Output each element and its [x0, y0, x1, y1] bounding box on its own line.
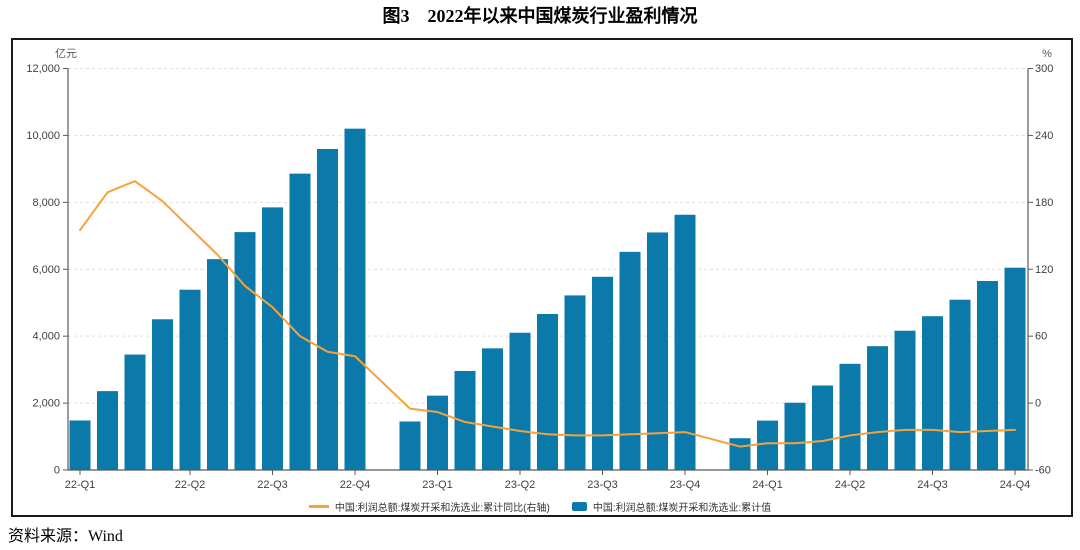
bar-2023-09 — [592, 276, 613, 470]
bar-2023-03 — [427, 395, 448, 470]
bar-2024-05 — [812, 385, 833, 470]
y-axis-label-left: 10,000 — [26, 130, 60, 142]
bar-2023-12 — [674, 214, 696, 470]
source-note: 资料来源：Wind — [8, 528, 123, 545]
bar-2022-04 — [124, 354, 146, 470]
bar-2022-03 — [97, 391, 118, 470]
x-axis-label: 22-Q3 — [257, 479, 288, 491]
y-axis-label-left: 8,000 — [32, 197, 60, 209]
bar-2024-06 — [839, 363, 861, 470]
bar-2022-08 — [234, 232, 256, 470]
x-axis-label: 23-Q3 — [587, 479, 618, 491]
y-axis-label-left: 12,000 — [26, 63, 60, 75]
x-axis-label: 24-Q2 — [835, 479, 866, 491]
y-axis-label-right: 120 — [1035, 264, 1053, 276]
x-axis-label: 23-Q4 — [670, 479, 701, 491]
bar-2022-06 — [179, 289, 201, 470]
left-axis-unit-label: 亿元 — [55, 47, 77, 60]
y-axis-label-left: 4,000 — [32, 331, 60, 343]
y-axis-label-right: 180 — [1035, 197, 1053, 209]
bar-2023-10 — [619, 251, 641, 470]
legend-item-yoy-line: 中国:利润总额:煤炭开采和洗选业:累计同比(右轴) — [308, 499, 550, 514]
y-axis-label-right: 0 — [1035, 398, 1041, 410]
bar-2022-05 — [152, 319, 173, 470]
x-axis-label: 22-Q2 — [175, 479, 206, 491]
x-axis-label: 22-Q1 — [65, 479, 96, 491]
bar-2023-02 — [399, 421, 421, 470]
bar-2024-03 — [757, 420, 778, 470]
x-axis-label: 24-Q3 — [917, 479, 948, 491]
bar-2022-10 — [289, 173, 311, 470]
bar-2022-11 — [317, 149, 338, 471]
bar-2023-05 — [482, 348, 503, 470]
y-axis-label-left: 0 — [54, 465, 60, 477]
bar-2024-11 — [977, 281, 998, 470]
bar-2024-07 — [867, 346, 888, 470]
bar-2023-11 — [647, 232, 668, 470]
bar-2022-07 — [207, 259, 228, 470]
bar-2022-09 — [262, 207, 283, 470]
bar-2022-12 — [344, 128, 366, 470]
x-axis-label: 22-Q4 — [340, 479, 371, 491]
bar-2024-02 — [729, 438, 751, 470]
bar-2022-02 — [69, 420, 91, 470]
bar-2023-04 — [454, 370, 476, 470]
legend-item-profit-bars: 中国:利润总额:煤炭开采和洗选业:累计值 — [571, 499, 772, 514]
legend-label-profit-bars: 中国:利润总额:煤炭开采和洗选业:累计值 — [592, 503, 772, 514]
bar-2024-09 — [922, 316, 943, 470]
line-series-swatch-icon — [308, 505, 329, 508]
figure-title: 图3 2022年以来中国煤炭行业盈利情况 — [382, 6, 698, 26]
legend-label-yoy-line: 中国:利润总额:煤炭开采和洗选业:累计同比(右轴) — [334, 503, 550, 514]
y-axis-label-right: -60 — [1035, 465, 1051, 477]
bar-2024-08 — [894, 330, 916, 470]
bar-2024-10 — [949, 299, 971, 470]
bar-2024-04 — [784, 402, 806, 470]
y-axis-label-left: 2,000 — [32, 398, 60, 410]
bar-2023-08 — [564, 295, 586, 470]
y-axis-label-right: 60 — [1035, 331, 1047, 343]
x-axis-label: 23-Q1 — [422, 479, 453, 491]
chart-legend: 中国:利润总额:煤炭开采和洗选业:累计同比(右轴) 中国:利润总额:煤炭开采和洗… — [0, 499, 1080, 514]
bar-2024-12 — [1004, 267, 1026, 470]
x-axis-label: 24-Q4 — [1000, 479, 1031, 491]
x-axis-label: 23-Q2 — [505, 479, 536, 491]
x-axis-label: 24-Q1 — [752, 479, 783, 491]
bar-series-swatch-icon — [571, 502, 587, 511]
right-axis-unit-label: % — [1042, 48, 1052, 60]
bar-2023-07 — [537, 313, 558, 470]
yoy-trend-line — [79, 180, 1016, 448]
y-axis-label-right: 300 — [1035, 63, 1053, 75]
bar-2023-06 — [509, 332, 531, 470]
y-axis-label-right: 240 — [1035, 130, 1053, 142]
y-axis-label-left: 6,000 — [32, 264, 60, 276]
